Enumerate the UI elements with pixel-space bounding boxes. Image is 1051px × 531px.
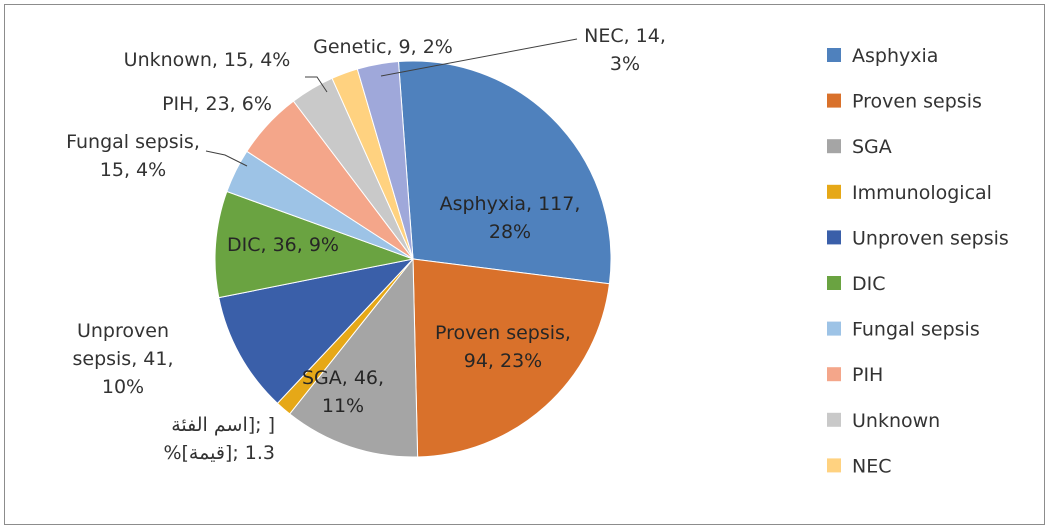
pie-slice-proven-sepsis [412, 258, 610, 458]
legend-entry-fungal-sepsis: Fungal sepsis [827, 319, 980, 341]
legend-swatch-unknown [827, 412, 841, 427]
slice-label-immunological: اسم الفئة]; ] %[قيمة]; 1.3 [163, 414, 275, 464]
legend-label-unknown: Unknown [852, 410, 940, 432]
legend-label-pih: PIH [852, 364, 883, 386]
legend-label-nec: NEC [852, 455, 891, 477]
legend-label-fungal-sepsis: Fungal sepsis [852, 319, 980, 341]
slice-label-asphyxia: Asphyxia, 117, 28% [440, 193, 581, 243]
leader-lines [205, 38, 578, 167]
slice-label-proven-sepsis: Proven sepsis, 94, 23% [435, 322, 571, 372]
legend-entry-asphyxia: Asphyxia [827, 45, 938, 67]
legend-label-unproven-sepsis: Unproven sepsis [852, 227, 1009, 249]
leader-line-fungal-sepsis [205, 150, 248, 167]
legend-entry-immunological: Immunological [827, 182, 992, 204]
slice-label-fungal-sepsis: Fungal sepsis, 15, 4% [66, 131, 200, 181]
legend-label-asphyxia: Asphyxia [852, 45, 938, 67]
legend-swatch-sga [827, 139, 841, 154]
legend-swatch-immunological [827, 184, 841, 199]
legend-entry-pih: PIH [827, 364, 883, 386]
slice-label-pih: PIH, 23, 6% [162, 93, 272, 115]
legend-label-dic: DIC [852, 273, 886, 295]
slice-label-nec: NEC, 14, 3% [584, 25, 666, 75]
slice-label-genetic: Genetic, 9, 2% [313, 36, 453, 58]
leader-line-unknown [305, 76, 328, 93]
pie-slices [214, 60, 612, 458]
legend-swatch-dic [827, 276, 841, 290]
pie-slice-sga [288, 257, 419, 458]
slice-label-unknown: Unknown, 15, 4% [124, 49, 291, 71]
legend-entry-unproven-sepsis: Unproven sepsis [827, 227, 1009, 249]
legend-label-immunological: Immunological [852, 182, 992, 204]
pie-slice-dic [214, 190, 415, 299]
legend-swatch-unproven-sepsis [827, 230, 841, 245]
legend-swatch-asphyxia [827, 48, 841, 62]
legend-entry-nec: NEC [827, 455, 891, 477]
legend-entry-dic: DIC [827, 273, 886, 295]
legend-entry-sga: SGA [827, 136, 892, 158]
legend-swatch-pih [827, 367, 841, 382]
pie-slice-asphyxia [397, 60, 612, 285]
pie-chart: Asphyxia, 117, 28% Proven sepsis, 94, 23% SG… [66, 25, 1009, 477]
legend-entry-proven-sepsis: Proven sepsis [827, 91, 982, 113]
legend-label-sga: SGA [852, 136, 892, 158]
slice-label-unproven-sepsis: Unproven sepsis, 41, 10% [72, 320, 173, 398]
legend-swatch-nec [827, 458, 841, 473]
slice-labels: Asphyxia, 117, 28% Proven sepsis, 94, 23% SG… [66, 25, 666, 464]
legend-swatch-fungal-sepsis [827, 321, 841, 336]
legend-label-proven-sepsis: Proven sepsis [852, 91, 982, 113]
chart-frame: Asphyxia, 117, 28% Proven sepsis, 94, 23% SG… [4, 4, 1045, 525]
slice-label-sga: SGA, 46, 11% [302, 367, 384, 417]
legend: Asphyxia Proven sepsis SGA Immunological Unp… [827, 45, 1009, 477]
slice-label-dic: DIC, 36, 9% [227, 234, 339, 256]
legend-swatch-proven-sepsis [827, 93, 841, 108]
legend-entry-unknown: Unknown [827, 410, 940, 432]
pie-slice-nec [356, 60, 414, 260]
leader-line-nec [380, 38, 578, 77]
pie-slice-unproven-sepsis [218, 258, 415, 405]
